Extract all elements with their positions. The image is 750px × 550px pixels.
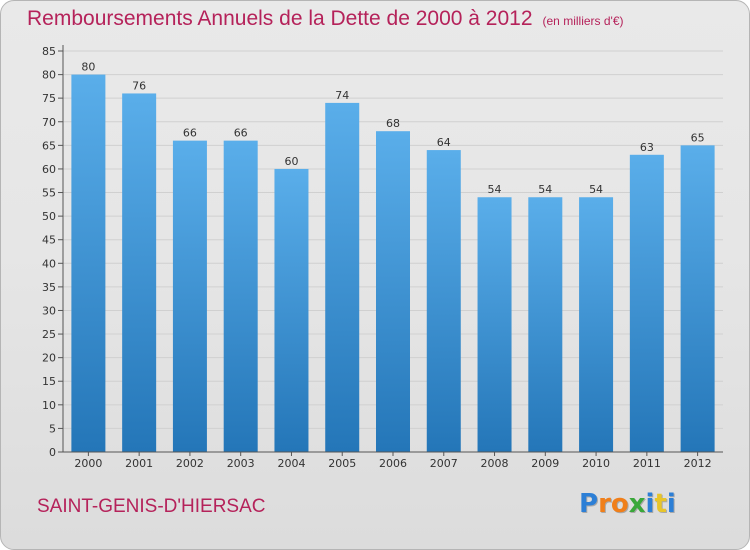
y-tick-label: 5 — [49, 422, 56, 435]
x-tick-label: 2005 — [328, 457, 356, 470]
y-tick-label: 75 — [42, 92, 56, 105]
y-tick-label: 80 — [42, 69, 56, 82]
commune-name: SAINT-GENIS-D'HIERSAC — [37, 496, 266, 517]
x-tick-label: 2000 — [74, 457, 102, 470]
bar — [629, 154, 664, 452]
bar-value-label: 68 — [386, 117, 400, 130]
x-tick-label: 2003 — [227, 457, 255, 470]
bar — [477, 197, 512, 452]
bar — [172, 140, 207, 452]
bar — [223, 140, 258, 452]
logo-letter: x — [628, 489, 646, 519]
y-tick-label: 25 — [42, 328, 56, 341]
bar-value-label: 54 — [589, 183, 603, 196]
y-tick-label: 35 — [42, 281, 56, 294]
logo-letter: P — [579, 489, 599, 519]
x-tick-label: 2001 — [125, 457, 153, 470]
y-tick-label: 50 — [42, 210, 56, 223]
x-tick-label: 2010 — [582, 457, 610, 470]
x-tick-label: 2002 — [176, 457, 204, 470]
x-tick-label: 2006 — [379, 457, 407, 470]
y-tick-label: 20 — [42, 352, 56, 365]
bar — [376, 131, 410, 452]
x-tick-label: 2011 — [633, 457, 661, 470]
logo-letter: r — [598, 489, 611, 519]
x-tick-label: 2007 — [430, 457, 458, 470]
y-tick-label: 10 — [42, 399, 56, 412]
bar — [274, 168, 309, 453]
y-tick-label: 0 — [49, 446, 56, 459]
bar-value-label: 74 — [335, 89, 349, 102]
bar — [71, 74, 106, 453]
x-tick-label: 2008 — [481, 457, 509, 470]
logo-letter: o — [610, 489, 629, 519]
bar-value-label: 54 — [538, 183, 552, 196]
y-tick-label: 45 — [42, 234, 56, 247]
proxiti-logo: Proxiti — [579, 489, 676, 519]
bar-value-label: 80 — [81, 61, 95, 74]
bar-value-label: 54 — [488, 183, 502, 196]
bar — [680, 145, 715, 452]
logo-letter: t — [654, 489, 667, 519]
bar — [579, 197, 614, 452]
bar-value-label: 66 — [234, 127, 248, 140]
bar-value-label: 64 — [437, 136, 451, 149]
bar — [122, 93, 157, 452]
chart-title-unit: (en milliers d'€) — [542, 14, 624, 28]
x-tick-label: 2004 — [277, 457, 305, 470]
y-tick-label: 40 — [42, 257, 56, 270]
bar-value-label: 63 — [640, 141, 654, 154]
logo-letter: i — [666, 489, 676, 519]
bar-value-label: 60 — [284, 155, 298, 168]
x-tick-label: 2012 — [684, 457, 712, 470]
y-tick-label: 70 — [42, 116, 56, 129]
chart-title: Remboursements Annuels de la Dette de 20… — [27, 7, 624, 31]
bar-value-label: 66 — [183, 127, 197, 140]
y-tick-label: 60 — [42, 163, 56, 176]
y-tick-label: 15 — [42, 375, 56, 388]
y-tick-label: 30 — [42, 304, 56, 317]
chart-title-main: Remboursements Annuels de la Dette de 20… — [27, 7, 533, 30]
bar — [528, 197, 563, 452]
y-tick-label: 65 — [42, 139, 56, 152]
x-tick-label: 2009 — [531, 457, 559, 470]
logo-letter: i — [645, 489, 655, 519]
bar-value-label: 76 — [132, 79, 146, 92]
bar — [426, 150, 461, 452]
y-tick-label: 85 — [42, 45, 56, 58]
bar-value-label: 65 — [691, 131, 705, 144]
y-tick-label: 55 — [42, 187, 56, 200]
bar — [325, 102, 360, 453]
